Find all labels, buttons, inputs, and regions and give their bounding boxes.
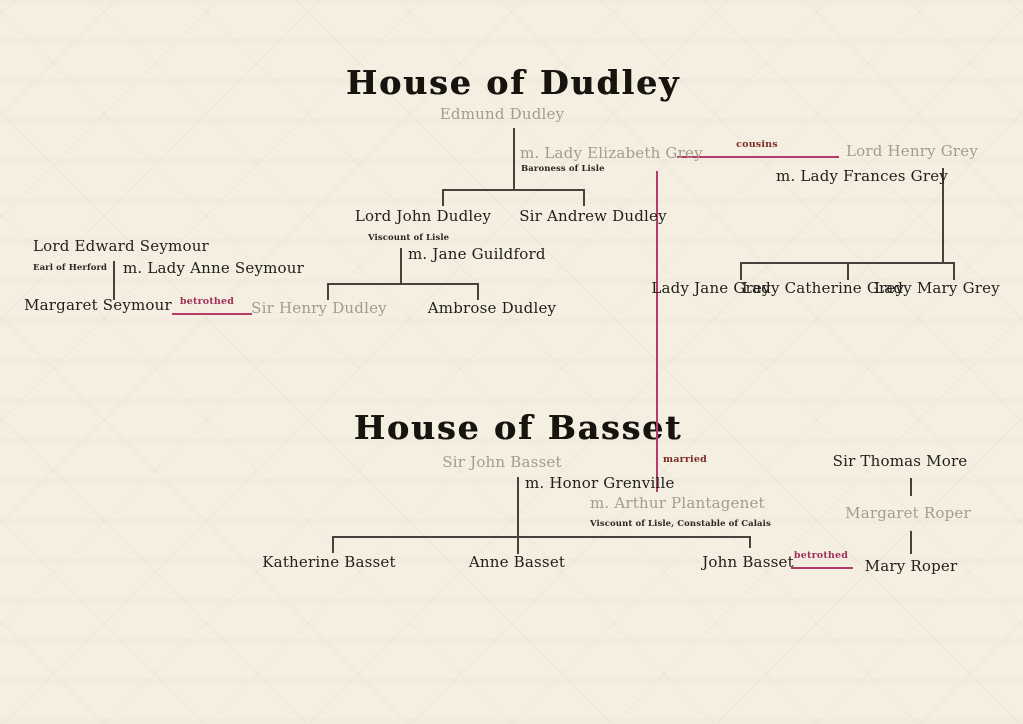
person-title-edward-seymour: Earl of Herford (33, 263, 108, 273)
connector-seymour-to-margaret (113, 261, 115, 300)
house-title-dudley: House of Dudley (345, 63, 681, 102)
person-john-basset: Sir John Basset (442, 453, 562, 471)
relationship-label-cousins: cousins (736, 139, 778, 150)
person-jane-grey: Lady Jane Grey (651, 279, 771, 297)
person-anne-seymour: m. Lady Anne Seymour (123, 259, 305, 277)
relationship-line-married (656, 171, 658, 492)
person-jane-guildford: m. Jane Guildford (408, 245, 546, 263)
connector-edmund-to-children-bar (513, 128, 515, 190)
person-honor-grenville: m. Honor Grenville (525, 474, 675, 492)
relationship-label-married: married (663, 454, 707, 465)
person-ambrose-dudley: Ambrose Dudley (427, 299, 557, 317)
connector-john-dudley-to-children-bar (400, 248, 402, 284)
connector-drop-anne-basset (517, 536, 519, 554)
person-katherine-basset: Katherine Basset (262, 553, 396, 571)
person-catherine-grey: Lady Catherine Grey (741, 279, 905, 297)
person-andrew-dudley: Sir Andrew Dudley (519, 207, 667, 225)
connector-drop-john-basset-jr (749, 536, 751, 548)
relationship-line-betrothed-roper (791, 567, 853, 569)
person-margaret-roper: Margaret Roper (845, 504, 971, 522)
person-edmund-dudley: Edmund Dudley (439, 105, 565, 123)
connector-drop-catherine-grey (847, 262, 849, 280)
relationship-line-betrothed-seymour (172, 313, 252, 315)
connector-drop-mary-grey (953, 262, 955, 280)
person-margaret-seymour: Margaret Seymour (24, 296, 172, 314)
relationship-line-cousins (677, 156, 839, 158)
house-title-basset: House of Basset (353, 408, 683, 447)
connector-dudley-children-bar (442, 189, 584, 191)
connector-margaret-to-mary-roper (910, 531, 912, 554)
person-henry-grey: Lord Henry Grey (845, 142, 979, 160)
connector-drop-ambrose-dudley (477, 283, 479, 300)
person-frances-grey: m. Lady Frances Grey (776, 167, 948, 185)
connector-basset-children-bar (332, 536, 750, 538)
connector-more-to-margaret-roper (910, 478, 912, 496)
person-arthur-plantagenet: m. Arthur Plantagenet (590, 494, 765, 512)
person-title-john-dudley: Viscount of Lisle (368, 233, 450, 243)
person-elizabeth-grey: m. Lady Elizabeth Grey (520, 144, 703, 162)
person-title-arthur-plantagenet: Viscount of Lisle, Constable of Calais (590, 519, 771, 529)
connector-basset-to-children-bar (517, 477, 519, 537)
person-edward-seymour: Lord Edward Seymour (33, 237, 209, 255)
connector-drop-katherine-basset (332, 536, 334, 553)
person-john-basset-jr: John Basset (702, 553, 794, 571)
person-anne-basset: Anne Basset (468, 553, 566, 571)
connector-drop-john-dudley (442, 189, 444, 206)
connector-john-dudley-children-bar (327, 283, 478, 285)
person-title-elizabeth-grey: Baroness of Lisle (521, 164, 605, 174)
connector-drop-jane-grey (740, 262, 742, 280)
connector-drop-henry-dudley (327, 283, 329, 300)
relationship-label-betrothed-roper: betrothed (793, 550, 849, 561)
connector-grey-to-children-bar (942, 168, 944, 263)
person-john-dudley: Lord John Dudley (354, 207, 492, 225)
person-henry-dudley: Sir Henry Dudley (251, 299, 387, 317)
relationship-label-betrothed-seymour: betrothed (179, 296, 235, 307)
person-thomas-more: Sir Thomas More (832, 452, 968, 470)
person-mary-grey: Lady Mary Grey (874, 279, 1000, 297)
connector-drop-andrew-dudley (583, 189, 585, 206)
person-mary-roper: Mary Roper (864, 557, 958, 575)
